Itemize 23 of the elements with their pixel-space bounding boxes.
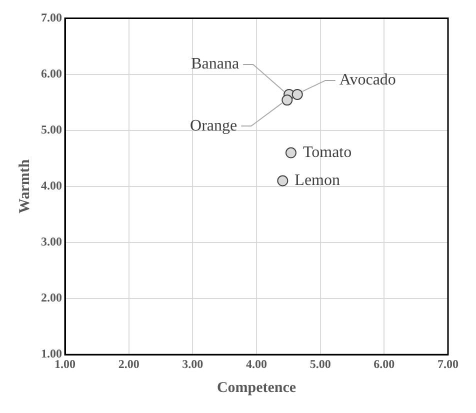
y-tick-label: 6.00 [41, 66, 62, 80]
x-tick-label: 2.00 [118, 356, 140, 371]
y-axis-title: Warmth [16, 158, 33, 214]
annotation: Avocado [339, 72, 396, 89]
x-tick-label: 5.00 [310, 356, 331, 371]
y-tick-label: 5.00 [41, 122, 62, 136]
y-tick-label: 2.00 [41, 290, 62, 305]
y-tick-label: 4.00 [41, 178, 62, 192]
y-tick-label: 7.00 [41, 10, 62, 24]
x-axis-title: Competence [216, 380, 296, 396]
point [292, 88, 303, 100]
point [277, 175, 288, 186]
point [285, 147, 296, 158]
y-tick-label: 3.00 [41, 234, 62, 249]
annotation: Lemon [294, 172, 340, 189]
annotation: Tomato [302, 144, 352, 161]
annotation: Banana [191, 56, 240, 73]
point [282, 94, 293, 106]
x-tick-label: 7.00 [438, 356, 458, 371]
annotation: Orange [190, 117, 238, 134]
x-tick-label: 4.00 [246, 356, 267, 371]
x-tick-label: 3.00 [182, 356, 204, 371]
x-tick-label: 6.00 [374, 356, 395, 371]
